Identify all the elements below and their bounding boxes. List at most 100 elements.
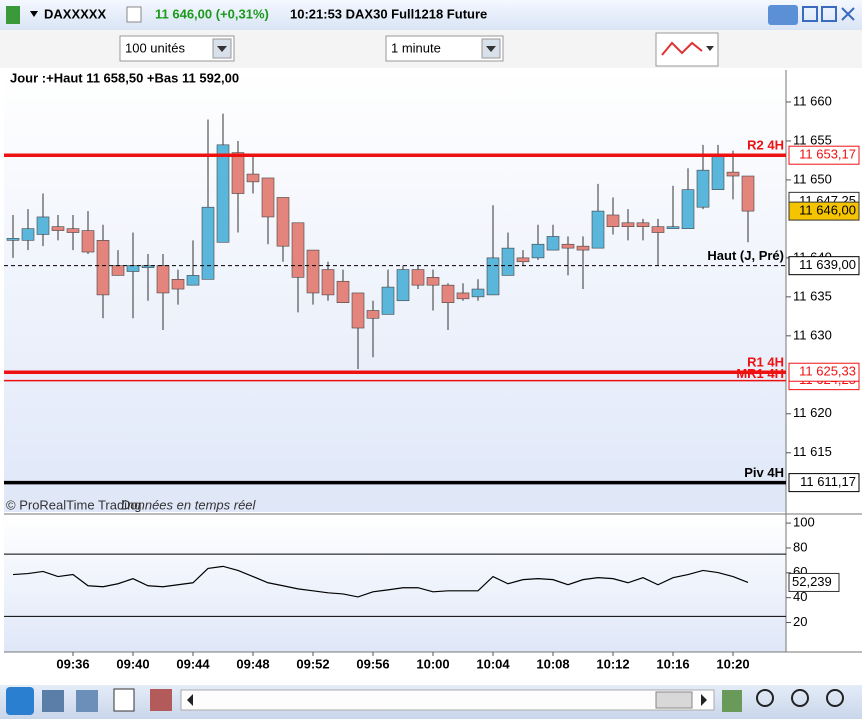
candle-body	[441, 284, 455, 303]
share-button[interactable]	[6, 687, 34, 715]
candle-body	[111, 265, 125, 276]
y-tick-label: 11 620	[793, 405, 832, 420]
instrument-info: 10:21:53 DAX30 Full1218 Future	[290, 6, 487, 21]
candle-body	[546, 236, 560, 251]
candle-body	[711, 156, 725, 190]
candle-body	[336, 280, 350, 303]
candle-body	[636, 222, 650, 227]
candle-body	[36, 216, 50, 235]
candle-body	[681, 189, 695, 229]
y-tick-label: 11 660	[793, 93, 832, 108]
x-tick-label: 10:12	[596, 656, 629, 671]
y-tick-label: 40	[793, 589, 807, 604]
candle-body	[81, 230, 95, 253]
candle-body	[666, 226, 680, 229]
candle-body	[576, 245, 590, 251]
zoom-out[interactable]	[791, 689, 809, 707]
scroll-right[interactable]	[701, 694, 707, 706]
info-icon[interactable]	[126, 6, 142, 23]
candle-body	[591, 210, 605, 249]
x-tick-label: 09:36	[56, 656, 89, 671]
quantity: 100 unités	[125, 40, 185, 55]
candle-body	[621, 222, 635, 227]
x-tick-label: 09:52	[296, 656, 329, 671]
minimize-button[interactable]	[802, 6, 818, 22]
candle-body	[726, 171, 740, 177]
candle-body	[201, 206, 215, 280]
layout-button[interactable]	[42, 690, 64, 712]
candle-body	[6, 238, 20, 241]
candle-body	[321, 269, 335, 296]
list-button[interactable]	[113, 688, 135, 712]
close-button[interactable]	[841, 7, 855, 21]
price-tag-label: 11 646,00	[799, 203, 856, 218]
candle-body	[51, 226, 65, 231]
indicators-button[interactable]	[150, 689, 172, 711]
candle-body	[186, 275, 200, 286]
y-tick-label: 100	[793, 515, 815, 530]
level-tag-label: 11 625,33	[799, 364, 856, 379]
level-tag-label: 11 653,17	[799, 147, 856, 162]
candle-body	[741, 175, 755, 212]
zoom-in[interactable]	[826, 689, 844, 707]
candle-body	[246, 173, 260, 183]
oscillator-panel	[4, 516, 786, 652]
candle-body	[21, 228, 35, 241]
candle-body	[501, 247, 515, 276]
keyboard-button[interactable]	[768, 5, 798, 25]
candle-body	[411, 269, 425, 286]
candle-body	[696, 169, 710, 208]
x-tick-label: 10:08	[536, 656, 569, 671]
candle-body	[96, 240, 110, 296]
x-tick-label: 10:16	[656, 656, 689, 671]
y-tick-label: 11 655	[793, 132, 832, 147]
level-tag	[788, 145, 860, 165]
select-arrow	[217, 46, 227, 52]
x-tick-label: 09:40	[116, 656, 149, 671]
indicator-icon	[661, 41, 703, 56]
candle-body	[561, 243, 575, 249]
value-tag-label: 52,239	[792, 574, 832, 589]
value-tag	[788, 572, 840, 592]
candle-body	[366, 310, 380, 319]
x-tick-label: 10:20	[716, 656, 749, 671]
candle-body	[471, 288, 485, 298]
scroll-thumb[interactable]	[655, 691, 693, 709]
oscillator-line	[12, 565, 749, 598]
y-tick-label: 20	[793, 614, 807, 629]
candle-body	[291, 222, 305, 278]
maximize-button[interactable]	[821, 6, 837, 22]
candle-body	[171, 279, 185, 290]
y-tick-label: 11 635	[793, 288, 832, 303]
scrollbar[interactable]	[180, 689, 715, 711]
x-tick-label: 10:04	[476, 656, 510, 671]
candle-body	[156, 265, 170, 294]
x-tick-label: 09:48	[236, 656, 269, 671]
candle-body	[516, 257, 530, 263]
chart-type-button[interactable]	[76, 690, 98, 712]
dropdown-arrow[interactable]	[706, 46, 714, 51]
candle-body	[216, 144, 230, 243]
level-label: Haut (J, Pré)	[707, 248, 784, 263]
candle-body	[381, 286, 395, 315]
y-tick-label: 11 650	[793, 171, 832, 186]
title-bar	[0, 0, 862, 30]
level-label: R1 4H	[747, 355, 784, 370]
dropdown-arrow[interactable]	[30, 11, 38, 17]
x-tick-label: 09:56	[356, 656, 389, 671]
candle-body	[651, 226, 665, 233]
draw-tool[interactable]	[722, 690, 742, 712]
symbol[interactable]: DAXXXXX	[44, 6, 106, 21]
level-label: Piv 4H	[744, 465, 784, 480]
chart-icon	[6, 6, 20, 24]
y-tick-label: 11 630	[793, 327, 832, 342]
quote: 11 646,00 (+0,31%)	[155, 6, 269, 21]
candle-body	[66, 228, 80, 233]
scroll-left[interactable]	[187, 694, 193, 706]
zoom-auto[interactable]	[756, 689, 774, 707]
candle-body	[276, 197, 290, 247]
y-tick-label: 11 615	[793, 444, 832, 459]
candle-body	[396, 269, 410, 302]
